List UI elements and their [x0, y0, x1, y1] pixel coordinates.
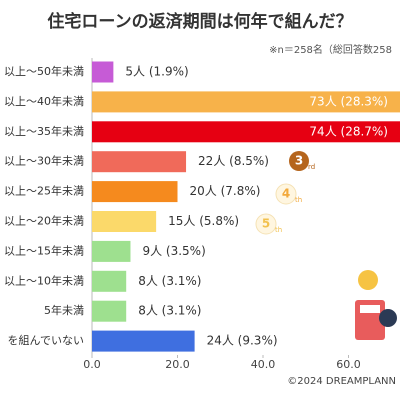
- value-label: 9人 (3.5%): [142, 244, 205, 258]
- badge: [255, 213, 277, 235]
- bar: [92, 240, 131, 262]
- value-label: 24人 (9.3%): [207, 334, 278, 348]
- chart-title: 住宅ローンの返済期間は何年で組んだ？: [47, 11, 352, 32]
- y-tick-label: 5年未満: [44, 303, 84, 317]
- bar: [92, 91, 400, 113]
- y-tick-label: 以上～20年未満: [4, 214, 84, 228]
- bar: [92, 330, 195, 352]
- y-tick-label: 以上～30年未満: [4, 154, 84, 168]
- x-tick-label: 40.0: [251, 358, 276, 371]
- footer: ©2024 DREAMPLANN: [287, 376, 396, 387]
- note: ※n＝258名（総回答数258: [269, 43, 392, 56]
- badge: [289, 151, 309, 171]
- badge-number: 4: [282, 187, 290, 201]
- value-label: 20人 (7.8%): [190, 184, 261, 198]
- badge-suffix: th: [295, 196, 302, 204]
- value-label: 22人 (8.5%): [198, 154, 269, 168]
- x-tick-label: 60.0: [336, 358, 361, 371]
- y-tick-label: 以上～35年未満: [4, 124, 84, 138]
- illustration: [355, 270, 397, 340]
- y-tick-label: 以上～15年未満: [4, 243, 84, 257]
- x-tick-label: 0.0: [83, 358, 101, 371]
- bar: [92, 151, 187, 173]
- bar: [92, 121, 400, 143]
- badge-number: 3: [295, 154, 303, 168]
- bar: [92, 270, 127, 292]
- value-label: 15人 (5.8%): [168, 214, 239, 228]
- y-tick-label: 以上～50年未満: [4, 64, 84, 78]
- bar: [92, 181, 178, 203]
- y-tick-label: 以上～10年未満: [4, 273, 84, 287]
- bar: [92, 211, 157, 232]
- value-label: 5人 (1.9%): [125, 65, 188, 79]
- value-label: 8人 (3.1%): [138, 304, 201, 318]
- bar: [92, 300, 127, 322]
- value-label: 73人 (28.3%): [309, 94, 388, 108]
- badge: [275, 183, 297, 205]
- y-tick-label: 以上～25年未満: [4, 184, 84, 198]
- value-label: 8人 (3.1%): [138, 274, 201, 288]
- value-label: 74人 (28.7%): [309, 124, 388, 138]
- badge-suffix: rd: [308, 163, 315, 171]
- y-tick-label: を組んでいない: [8, 334, 84, 347]
- x-tick-label: 20.0: [165, 358, 190, 371]
- bar: [92, 61, 114, 83]
- badge-number: 5: [262, 217, 270, 231]
- y-tick-label: 以上～40年未満: [4, 94, 84, 108]
- badge-suffix: th: [275, 226, 282, 234]
